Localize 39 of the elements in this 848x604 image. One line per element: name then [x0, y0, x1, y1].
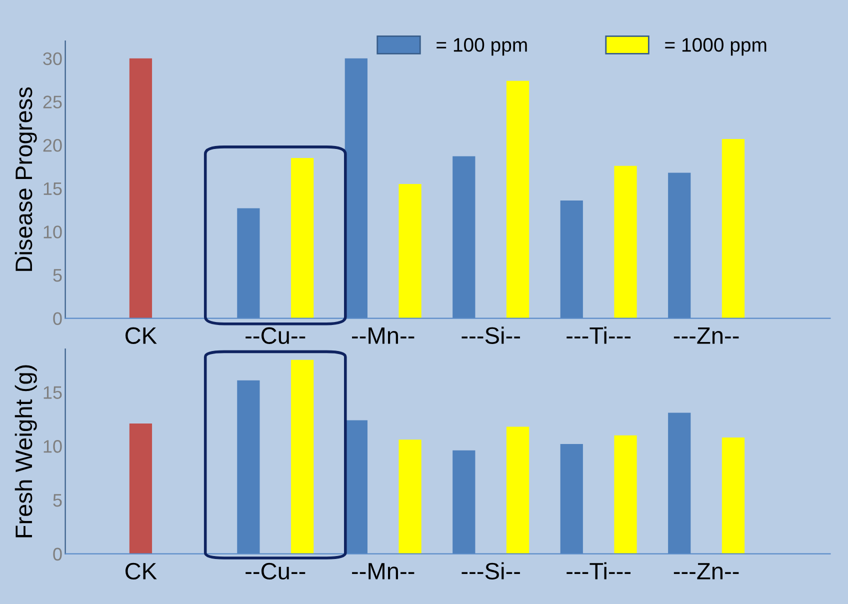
y-tick-label: 20: [43, 138, 62, 152]
y-tick-label: 10: [44, 440, 62, 453]
legend-label: = 1000 ppm: [665, 38, 766, 56]
y-axis-title: Fresh Weight (g): [14, 365, 37, 538]
y-tick-label: 30: [43, 52, 62, 66]
x-tick-label: ---Zn--: [674, 328, 739, 344]
x-tick-label: --Cu--: [246, 327, 306, 344]
y-tick-label: 15: [44, 386, 62, 399]
x-tick-label: ---Zn--: [674, 563, 739, 580]
y-tick-label: 5: [53, 269, 62, 282]
x-tick-label: CK: [126, 562, 157, 580]
y-axis-title: Disease Progress: [14, 87, 37, 271]
bar: [398, 440, 422, 554]
y-tick-label: 5: [53, 494, 62, 507]
y-tick-label: 10: [44, 226, 62, 238]
bar: [614, 166, 637, 318]
y-tick-label: 0: [53, 548, 62, 561]
bar: [129, 58, 152, 318]
x-tick-label: --Mn--: [352, 563, 414, 580]
x-tick-label: ---Si--: [462, 562, 520, 580]
bar: [290, 158, 314, 318]
bar: [506, 80, 530, 318]
x-tick-label: ---Si--: [462, 326, 520, 344]
x-tick-label: CK: [126, 327, 157, 344]
x-tick-label: ---Ti---: [566, 562, 631, 580]
x-tick-label: ---Ti---: [566, 326, 631, 344]
y-tick-label: 15: [44, 182, 62, 196]
x-tick-label: --Cu--: [246, 562, 306, 580]
y-tick-label: 0: [53, 312, 62, 326]
bar: [614, 435, 637, 554]
bar: [398, 184, 422, 318]
y-tick-label: 25: [43, 96, 62, 108]
bar: [290, 360, 314, 554]
legend-label: = 100 ppm: [436, 38, 527, 56]
bar: [506, 426, 530, 554]
bar: [722, 138, 745, 318]
bar: [129, 423, 152, 554]
x-tick-label: --Mn--: [352, 328, 414, 344]
bar: [722, 437, 745, 554]
